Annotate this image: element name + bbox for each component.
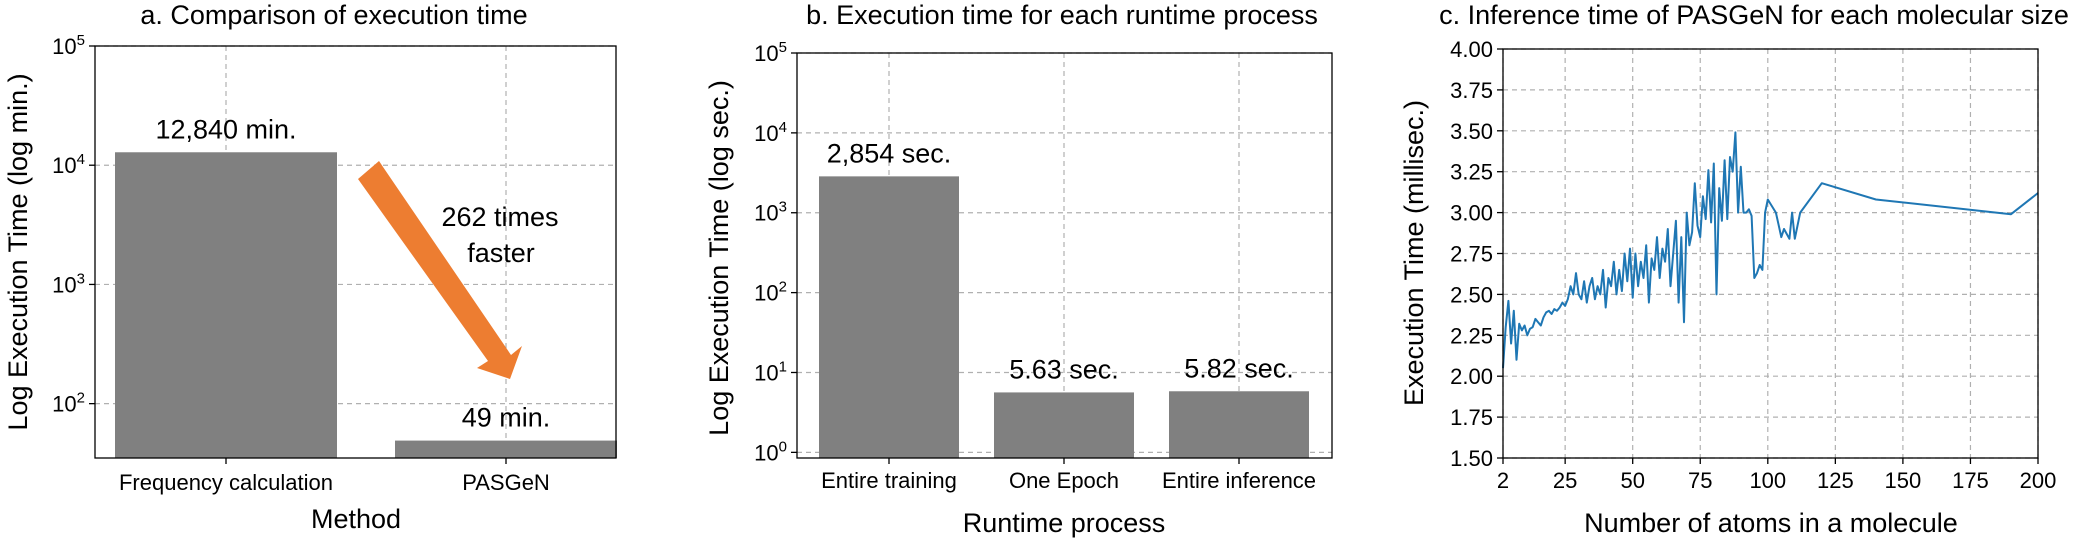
inference-time-series-line — [1502, 131, 2039, 369]
panel-a-y-tick-label: 103 — [52, 270, 85, 297]
panel-c-x-tick-label: 25 — [1553, 468, 1577, 493]
panel-c-y-tick-label: 1.75 — [1450, 405, 1493, 430]
panel-a-title: a. Comparison of execution time — [140, 0, 527, 30]
speedup-annotation-line-2: faster — [467, 238, 535, 268]
panel-c-y-tick-label: 3.75 — [1450, 78, 1493, 103]
panel-c-y-tick-label: 2.00 — [1450, 364, 1493, 389]
panel-c-ticks: 1.50 1.75 2.00 2.25 2.50 2.75 3.00 3.25 3.50 3.75… — [1450, 37, 2056, 493]
panel-b-data-label: 5.82 sec. — [1184, 353, 1294, 383]
panel-c-y-tick-label: 2.75 — [1450, 242, 1493, 267]
panel-c-y-tick-label: 1.50 — [1450, 446, 1493, 471]
speedup-annotation-line-1: 262 times — [441, 202, 558, 232]
panel-c-y-axis-label: Execution Time (millisec.) — [1399, 100, 1429, 406]
panel-c-x-tick-label: 2 — [1497, 468, 1509, 493]
panel-b-y-tick-label: 103 — [754, 199, 787, 226]
panel-c-x-tick-label: 200 — [2020, 468, 2057, 493]
panel-a-bar — [115, 152, 337, 458]
panel-b-title: b. Execution time for each runtime proce… — [806, 0, 1318, 30]
panel-c-y-tick-label: 2.50 — [1450, 282, 1493, 307]
panel-b-y-axis-label: Log Execution Time (log sec.) — [704, 80, 734, 436]
panel-c-y-tick-label: 3.00 — [1450, 201, 1493, 226]
speedup-arrow — [358, 161, 522, 379]
panel-c-x-axis-label: Number of atoms in a molecule — [1584, 508, 1958, 538]
panel-c-x-tick-label: 175 — [1952, 468, 1989, 493]
panel-a-bar — [395, 440, 617, 458]
panel-c-y-tick-label: 3.50 — [1450, 119, 1493, 144]
panel-b-x-axis-label: Runtime process — [963, 508, 1166, 538]
panel-a-data-label: 12,840 min. — [155, 114, 296, 144]
panel-c: c. Inference time of PASGeN for each mol… — [1399, 0, 2069, 538]
panel-a-x-tick-label: Frequency calculation — [119, 470, 333, 495]
panel-a-x-tick-label: PASGeN — [462, 470, 550, 495]
panel-b-bar — [819, 176, 959, 458]
panel-b-bar — [994, 392, 1134, 458]
panel-c-x-tick-label: 100 — [1749, 468, 1786, 493]
panel-b-data-label: 2,854 sec. — [827, 138, 952, 168]
panel-b-x-tick-label: Entire inference — [1162, 468, 1316, 493]
panel-b: b. Execution time for each runtime proce… — [704, 0, 1333, 538]
panel-a-y-tick-label: 104 — [52, 151, 85, 178]
panel-a-x-axis-label: Method — [311, 504, 401, 534]
panel-a-y-axis-label: Log Execution Time (log min.) — [3, 73, 33, 430]
panel-b-data-label: 5.63 sec. — [1009, 354, 1119, 384]
panel-b-x-tick-label: Entire training — [821, 468, 957, 493]
panel-a-plot-frame — [94, 45, 617, 459]
panel-b-x-tick-label: One Epoch — [1009, 468, 1119, 493]
panel-c-title: c. Inference time of PASGeN for each mol… — [1439, 0, 2069, 30]
panel-a-data-label: 49 min. — [462, 403, 551, 433]
panel-b-bars — [819, 176, 1309, 458]
panel-b-ticks: 100 101 102 103 104 105 — [754, 39, 1240, 465]
panel-a-y-tick-label: 102 — [52, 390, 85, 417]
panel-c-x-tick-label: 75 — [1688, 468, 1712, 493]
panel-c-grid — [1502, 48, 2039, 459]
panel-c-x-tick-label: 125 — [1817, 468, 1854, 493]
panel-a-y-tick-label: 105 — [52, 32, 85, 59]
panel-c-x-tick-label: 150 — [1885, 468, 1922, 493]
panel-b-y-tick-label: 105 — [754, 39, 787, 66]
panel-c-y-tick-label: 4.00 — [1450, 37, 1493, 62]
panel-b-y-tick-label: 100 — [754, 438, 787, 465]
panel-c-y-tick-label: 2.25 — [1450, 323, 1493, 348]
panel-b-y-tick-label: 104 — [754, 119, 787, 146]
panel-a-ticks: 102 103 104 105 — [52, 32, 507, 464]
panel-b-y-tick-label: 102 — [754, 279, 787, 306]
panel-b-bar — [1169, 391, 1309, 458]
panel-b-y-tick-label: 101 — [754, 358, 787, 385]
panel-c-x-tick-label: 50 — [1620, 468, 1644, 493]
panel-a: a. Comparison of execution time 10210310… — [3, 0, 617, 534]
panel-a-bars — [115, 152, 617, 458]
panel-c-y-tick-label: 3.25 — [1450, 160, 1493, 185]
